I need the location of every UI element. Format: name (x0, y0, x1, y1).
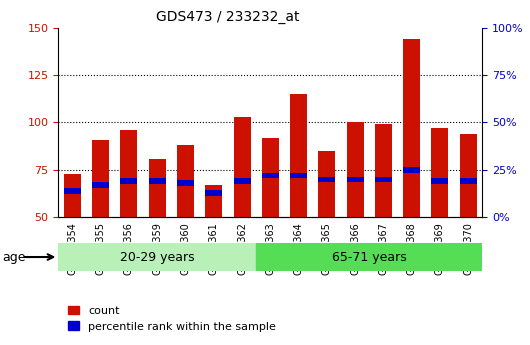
Text: age: age (3, 250, 26, 264)
Bar (431, 128, 448, 217)
Bar (149, 178, 166, 184)
Bar (375, 177, 392, 182)
Bar (149, 158, 166, 217)
Bar (290, 94, 307, 217)
Text: 65-71 years: 65-71 years (332, 250, 407, 264)
Bar (290, 173, 307, 178)
Bar (431, 178, 448, 184)
Legend: count, percentile rank within the sample: count, percentile rank within the sample (64, 301, 280, 336)
Bar (92, 139, 109, 217)
Bar (205, 190, 222, 196)
Bar (347, 177, 364, 182)
Bar (120, 130, 137, 217)
Bar (205, 185, 222, 217)
Bar (460, 178, 476, 184)
FancyBboxPatch shape (256, 243, 482, 271)
Bar (120, 178, 137, 184)
Bar (177, 180, 194, 186)
Bar (319, 177, 335, 182)
Bar (234, 178, 251, 184)
Bar (234, 117, 251, 217)
Bar (403, 167, 420, 173)
Bar (177, 145, 194, 217)
Bar (92, 182, 109, 188)
Bar (460, 134, 476, 217)
Bar (347, 122, 364, 217)
Bar (375, 124, 392, 217)
Bar (64, 174, 81, 217)
Text: 20-29 years: 20-29 years (120, 250, 195, 264)
FancyBboxPatch shape (58, 243, 256, 271)
Bar (64, 188, 81, 194)
Bar (262, 173, 279, 178)
Bar (319, 151, 335, 217)
Bar (403, 39, 420, 217)
Text: GDS473 / 233232_at: GDS473 / 233232_at (156, 10, 299, 24)
Bar (262, 138, 279, 217)
